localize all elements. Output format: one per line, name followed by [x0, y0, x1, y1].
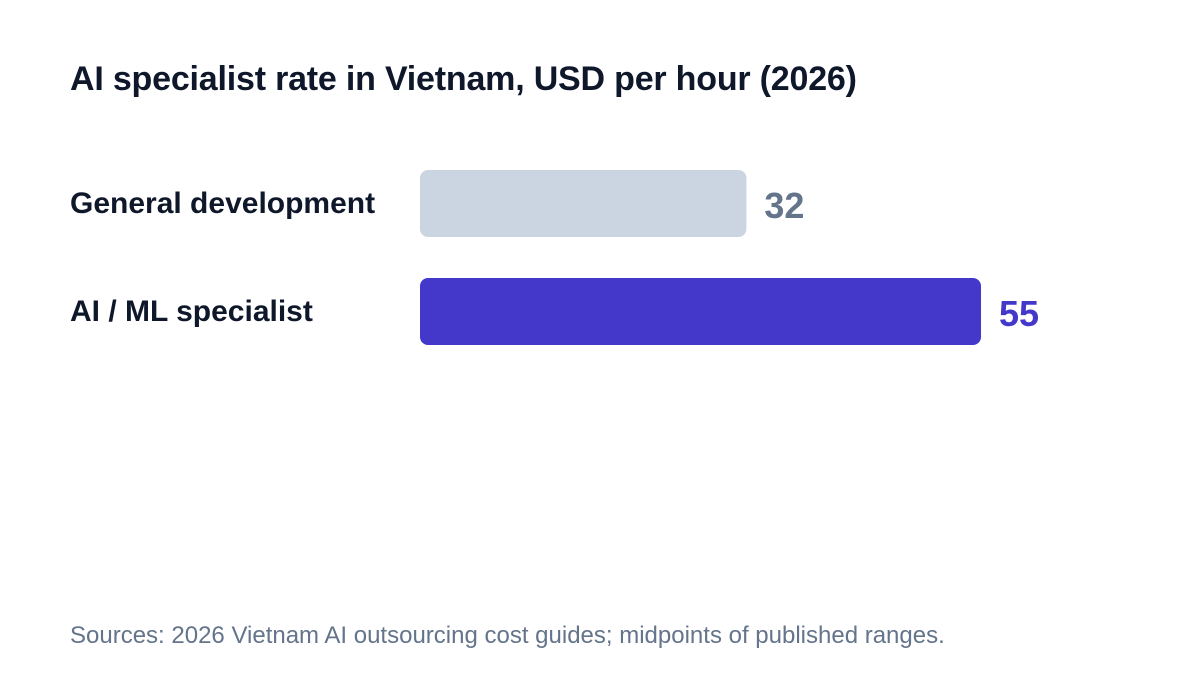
value-label: 55	[999, 293, 1039, 334]
bar	[420, 278, 981, 345]
category-label: General development	[70, 187, 375, 220]
category-label: AI / ML specialist	[70, 295, 313, 328]
value-label: 32	[764, 185, 804, 226]
source-note: Sources: 2026 Vietnam AI outsourcing cos…	[70, 622, 945, 649]
bar	[420, 170, 747, 237]
bar-chart: General development 32 AI / ML specialist 5…	[70, 170, 1039, 345]
chart-title: AI specialist rate in Vietnam, USD per h…	[70, 60, 857, 98]
